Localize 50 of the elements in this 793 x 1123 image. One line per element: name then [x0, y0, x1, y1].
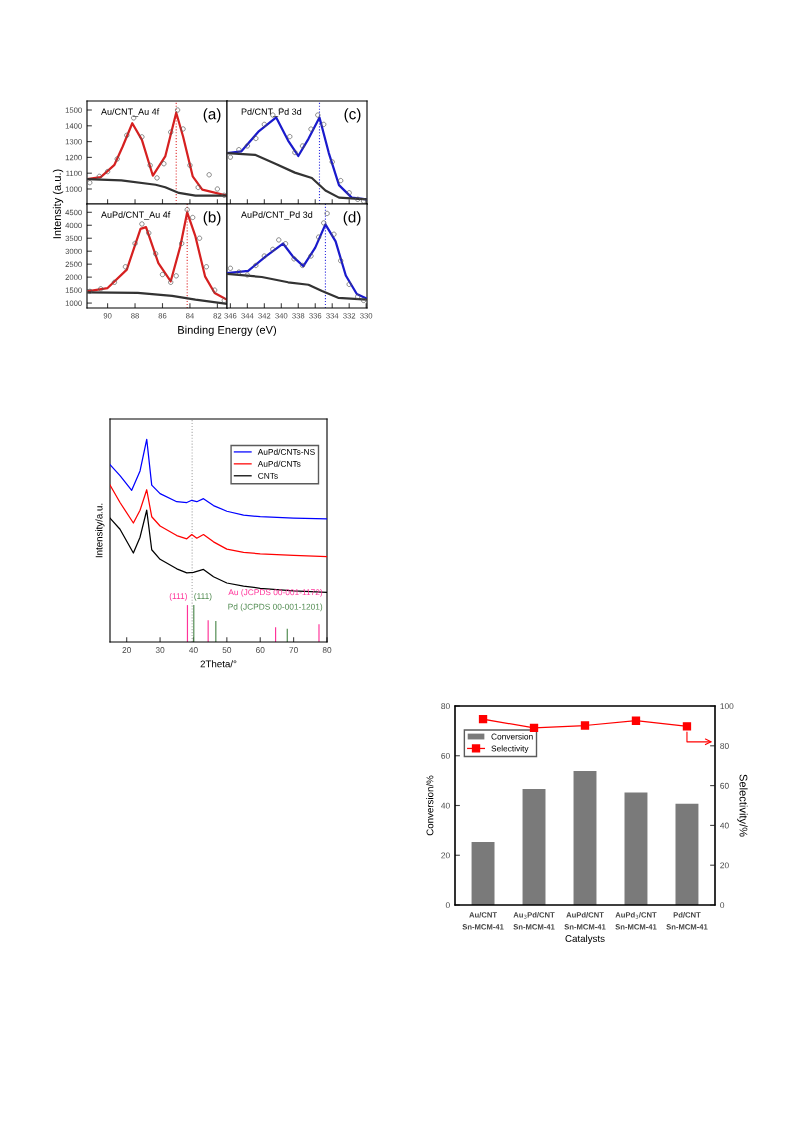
y2-tick-label: 60	[720, 782, 729, 789]
bar	[675, 803, 699, 905]
bar	[522, 789, 546, 905]
y-tick-label: 0	[445, 902, 450, 909]
legend-label: AuPd/CNTs	[257, 460, 301, 467]
text: Au/CNT_Au 4f	[101, 108, 160, 117]
y-tick-label: 60	[441, 752, 450, 759]
x-tick-label: 70	[289, 647, 298, 653]
bar	[471, 842, 495, 905]
chart-title: Pd/CNT_Pd 3d	[241, 108, 302, 117]
x-tick-label: 20	[122, 647, 131, 653]
annotation: (c)	[344, 108, 361, 123]
x-tick-label: 60	[256, 647, 265, 653]
y2-tick-label: 20	[720, 862, 729, 869]
bar	[624, 792, 648, 905]
y-axis-title: Conversion/%	[426, 775, 434, 836]
bar	[573, 770, 597, 905]
legend-label: CNTs	[258, 472, 278, 479]
line-series	[87, 291, 227, 305]
y2-axis-title: Selectivity/%	[737, 774, 748, 837]
annotation: (111)	[194, 592, 212, 601]
annotation: (d)	[343, 211, 361, 226]
annotation: (a)	[203, 108, 221, 123]
x-axis-title: Catalysts	[565, 934, 605, 944]
y2-tick-label: 40	[720, 822, 729, 829]
legend-label: Conversion	[491, 733, 533, 740]
y-tick-label: 80	[441, 703, 450, 710]
y2-tick-label: 80	[720, 743, 729, 749]
x-tick-label: 80	[322, 647, 332, 653]
text: Au (JCPDS 00-001-1172)	[228, 589, 323, 597]
x-tick-label: 40	[189, 647, 198, 653]
y-axis-title: Intensity/a.u.	[95, 503, 105, 558]
x-axis-title: 2Theta/°	[200, 660, 237, 668]
x-tick-label: 50	[222, 647, 232, 653]
line-series	[87, 211, 227, 301]
y2-tick-label: 0	[720, 902, 725, 909]
y2-tick-label: 100	[720, 703, 734, 710]
legend-label: Selectivity	[491, 745, 529, 754]
y-tick-label: 20	[441, 852, 450, 859]
annotation: (b)	[203, 211, 221, 226]
y-tick-label: 40	[441, 802, 450, 809]
series-label: Pd (JCPDS 00-001-1201)	[228, 603, 323, 612]
chart-title: AuPd/CNT_Pd 3d	[241, 211, 313, 220]
line-series	[87, 177, 227, 197]
x-tick-label: 30	[155, 647, 165, 653]
annotation: (111)	[169, 592, 187, 601]
legend-label: AuPd/CNTs-NS	[257, 448, 315, 455]
x-axis-title: Binding Energy (eV)	[178, 325, 277, 337]
text: AuPd/CNT_Au 4f	[101, 211, 171, 220]
y-axis-title: Intensity (a.u.)	[52, 169, 64, 239]
